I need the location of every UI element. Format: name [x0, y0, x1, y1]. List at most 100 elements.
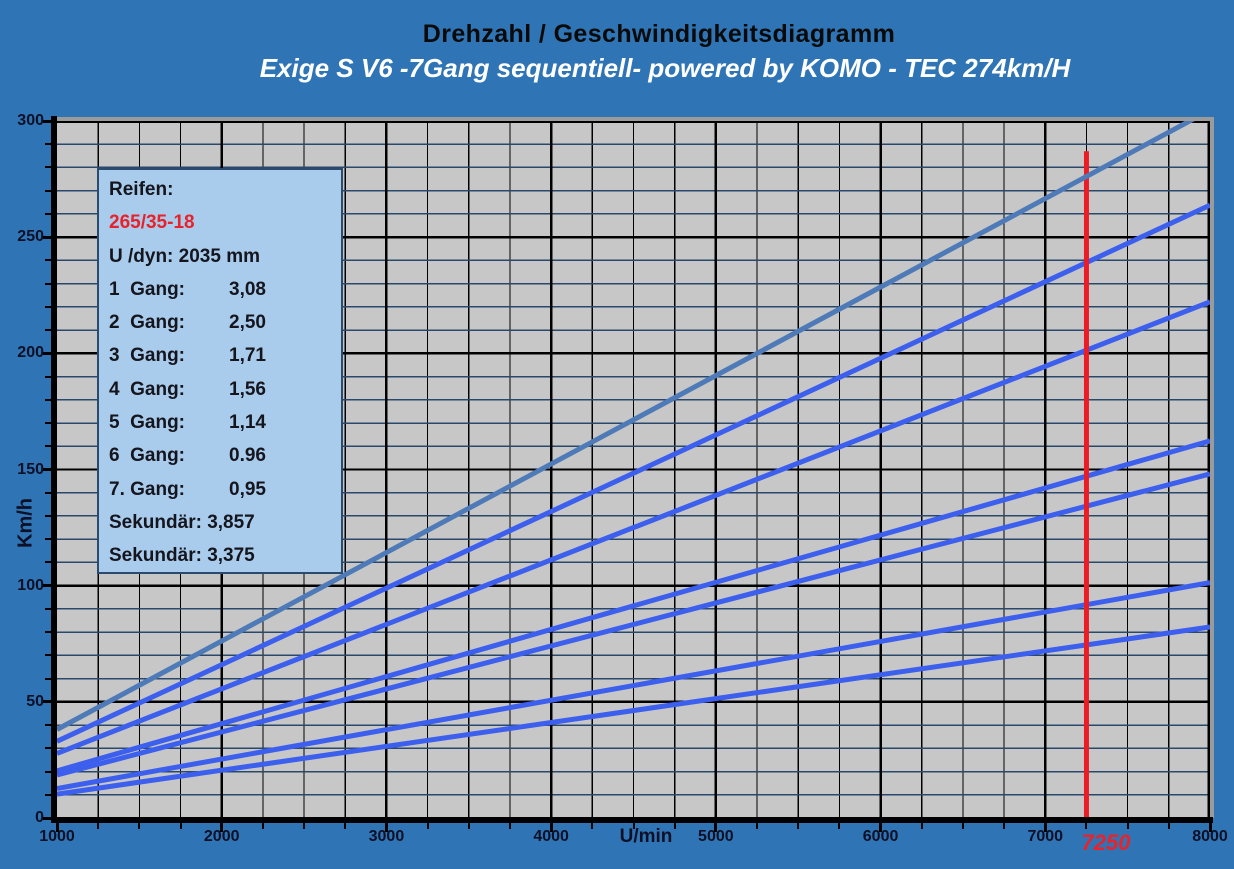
legend-row: 6 Gang: 0.96 — [99, 439, 341, 472]
y-tick — [45, 770, 51, 773]
chart-title: Drehzahl / Geschwindigkeitsdiagramm — [422, 20, 896, 48]
y-tick — [45, 259, 51, 262]
x-tick — [714, 823, 718, 832]
y-tick — [43, 816, 51, 820]
gear-line-6 — [57, 202, 1210, 744]
x-tick — [220, 823, 224, 832]
legend-row: 265/35-18 — [99, 206, 341, 239]
y-tick — [45, 422, 51, 425]
x-tick-label: 3000 — [368, 828, 405, 845]
x-tick — [467, 823, 470, 829]
y-tick — [43, 700, 51, 704]
x-tick — [1003, 823, 1006, 829]
x-tick — [879, 823, 883, 832]
gear-line-4 — [57, 438, 1210, 774]
legend-row: 1 Gang: 3,08 — [99, 273, 341, 306]
gear-line-1 — [57, 624, 1210, 797]
legend-row-value: 3,08 — [229, 278, 266, 300]
y-axis-line — [51, 116, 57, 823]
legend-row-label: 5 Gang: — [109, 412, 186, 434]
x-tick — [55, 823, 59, 832]
y-tick — [45, 212, 51, 215]
x-tick-label: 5000 — [698, 828, 734, 845]
y-tick — [43, 235, 51, 239]
y-tick — [45, 398, 51, 401]
legend-row: 3 Gang: 1,71 — [99, 339, 341, 372]
legend-row-value: 1,56 — [229, 378, 266, 400]
legend-row-label: Reifen: — [109, 179, 174, 200]
x-tick — [797, 823, 800, 829]
gear-line-5 — [57, 299, 1210, 756]
x-tick — [303, 823, 306, 829]
x-tick — [179, 823, 182, 829]
legend-box: Reifen: 265/35-18 U /dyn: 2035 mm 1 Gang: 3,… — [97, 168, 343, 574]
y-tick — [43, 351, 51, 355]
y-tick — [45, 724, 51, 727]
legend-row-label: 265/35-18 — [109, 212, 195, 234]
legend-row: U /dyn: 2035 mm — [99, 240, 341, 273]
x-tick — [591, 823, 594, 829]
x-tick — [508, 823, 511, 829]
redline-label: 7250 — [1081, 830, 1131, 855]
legend-row: Sekundär: 3,857 — [99, 506, 341, 539]
legend-row-value: 0.96 — [229, 445, 266, 467]
x-tick — [549, 823, 553, 832]
y-tick — [45, 305, 51, 308]
gear-line-3 — [57, 471, 1210, 778]
y-tick-label: 0 — [35, 809, 44, 826]
x-tick — [632, 823, 635, 829]
y-axis-title: Km/h — [14, 498, 37, 548]
y-tick — [45, 538, 51, 541]
x-tick — [1085, 823, 1088, 829]
x-tick — [426, 823, 429, 829]
x-tick — [673, 823, 676, 829]
y-tick — [45, 607, 51, 610]
y-tick — [45, 282, 51, 285]
legend-row-label: Sekundär: 3,857 — [109, 511, 255, 533]
y-tick-label: 200 — [17, 344, 44, 362]
x-tick — [97, 823, 100, 829]
y-tick — [43, 119, 51, 123]
y-tick — [43, 468, 51, 471]
legend-row-label: Sekundär: 3,375 — [109, 545, 255, 567]
legend-row: Sekundär: 3,375 — [99, 539, 341, 572]
legend-row-label: 6 Gang: — [109, 445, 186, 467]
x-tick — [1126, 823, 1129, 829]
legend-row-label: 4 Gang: — [109, 378, 186, 400]
gear-line-2 — [57, 580, 1210, 791]
x-tick — [838, 823, 841, 829]
legend-row-value: 2,50 — [229, 312, 266, 334]
x-tick-label: 2000 — [203, 828, 240, 845]
x-tick — [961, 823, 964, 829]
legend-row-label: 3 Gang: — [109, 345, 186, 367]
legend-row: 5 Gang: 1,14 — [99, 406, 341, 439]
legend-row-label: U /dyn: 2035 mm — [109, 245, 260, 267]
legend-row-label: 2 Gang: — [109, 312, 186, 334]
y-tick — [45, 491, 51, 494]
y-tick — [43, 584, 51, 588]
legend-row: 7. Gang: 0,95 — [99, 473, 341, 506]
plot-border-right — [1210, 117, 1214, 818]
y-tick — [45, 631, 51, 634]
y-tick-label: 250 — [17, 228, 44, 246]
y-tick — [45, 561, 51, 564]
legend-row-value: 1,71 — [229, 345, 266, 367]
y-tick — [45, 143, 51, 146]
y-tick — [45, 793, 51, 796]
y-tick — [45, 375, 51, 378]
y-tick-label: 150 — [17, 460, 44, 478]
x-tick — [261, 823, 264, 829]
legend-row: Reifen: — [99, 173, 341, 206]
x-tick — [344, 823, 347, 829]
y-tick — [45, 514, 51, 517]
x-tick — [920, 823, 923, 829]
legend-row-label: 7. Gang: — [109, 478, 186, 500]
y-tick-label: 50 — [26, 692, 44, 710]
x-tick-label: 4000 — [533, 828, 569, 845]
x-tick-label: 1000 — [39, 828, 75, 845]
legend-row-value: 1,14 — [229, 412, 266, 434]
plot-border-top — [53, 117, 1213, 121]
x-axis-title: U/min — [619, 826, 673, 847]
x-tick-label: 8000 — [1192, 828, 1228, 845]
